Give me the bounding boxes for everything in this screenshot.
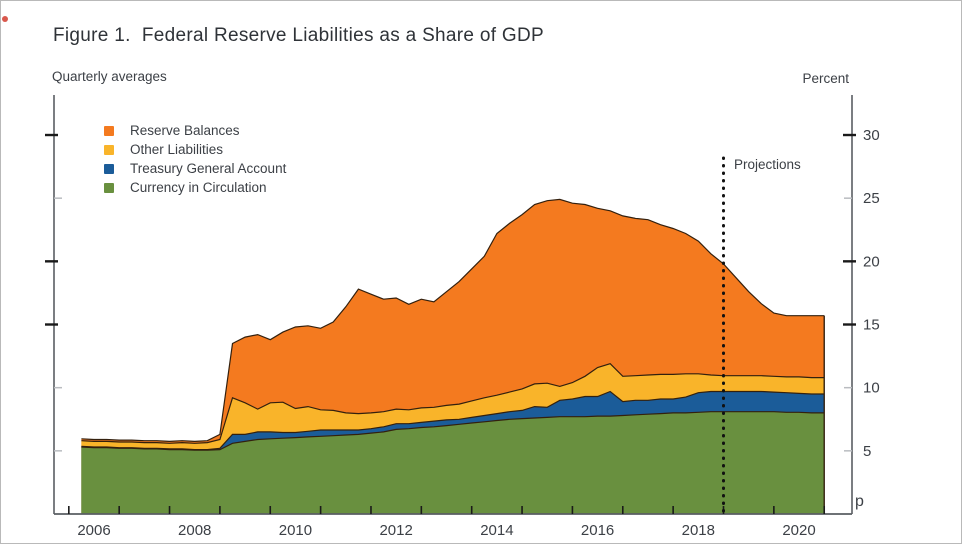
projections-label: Projections [734, 157, 801, 172]
y-tick-label: 25 [863, 190, 880, 207]
figure-title: Figure 1. Federal Reserve Liabilities as… [53, 25, 544, 46]
legend-item: Reserve Balances [104, 121, 286, 140]
x-tick-label: 2014 [480, 522, 513, 539]
y-tick-label: 15 [863, 317, 880, 334]
x-tick-label: 2018 [682, 522, 715, 539]
legend-label: Currency in Circulation [130, 180, 267, 195]
legend-swatch-icon [104, 163, 114, 174]
preliminary-marker: p [855, 493, 864, 510]
legend-label: Treasury General Account [130, 161, 287, 176]
y-tick-label: 10 [863, 380, 880, 397]
legend-item: Other Liabilities [104, 140, 286, 159]
area-currency_in_circulation [81, 411, 825, 514]
legend-swatch-icon [104, 144, 114, 155]
legend-item: Treasury General Account [104, 159, 286, 178]
outline-other_liabilities [81, 363, 825, 444]
axis-caption-left: Quarterly averages [52, 69, 167, 84]
legend-label: Reserve Balances [130, 123, 240, 138]
x-tick-label: 2020 [782, 522, 815, 539]
x-tick-label: 2010 [279, 522, 312, 539]
x-tick-label: 2006 [77, 522, 110, 539]
y-tick-label: 20 [863, 253, 880, 270]
chart-legend: Reserve Balances Other Liabilities Treasur… [104, 121, 286, 197]
outline-treasury_general_account [81, 390, 825, 451]
x-tick-label: 2012 [379, 522, 412, 539]
outline-reserve_balances [81, 198, 825, 443]
legend-item: Currency in Circulation [104, 178, 286, 197]
legend-swatch-icon [104, 182, 114, 193]
legend-swatch-icon [104, 125, 114, 136]
x-tick-label: 2008 [178, 522, 211, 539]
y-tick-label: 30 [863, 127, 880, 144]
axis-caption-right: Percent [802, 71, 849, 86]
legend-label: Other Liabilities [130, 142, 224, 157]
x-tick-label: 2016 [581, 522, 614, 539]
recording-dot [2, 16, 8, 22]
y-tick-label: 5 [863, 443, 871, 460]
